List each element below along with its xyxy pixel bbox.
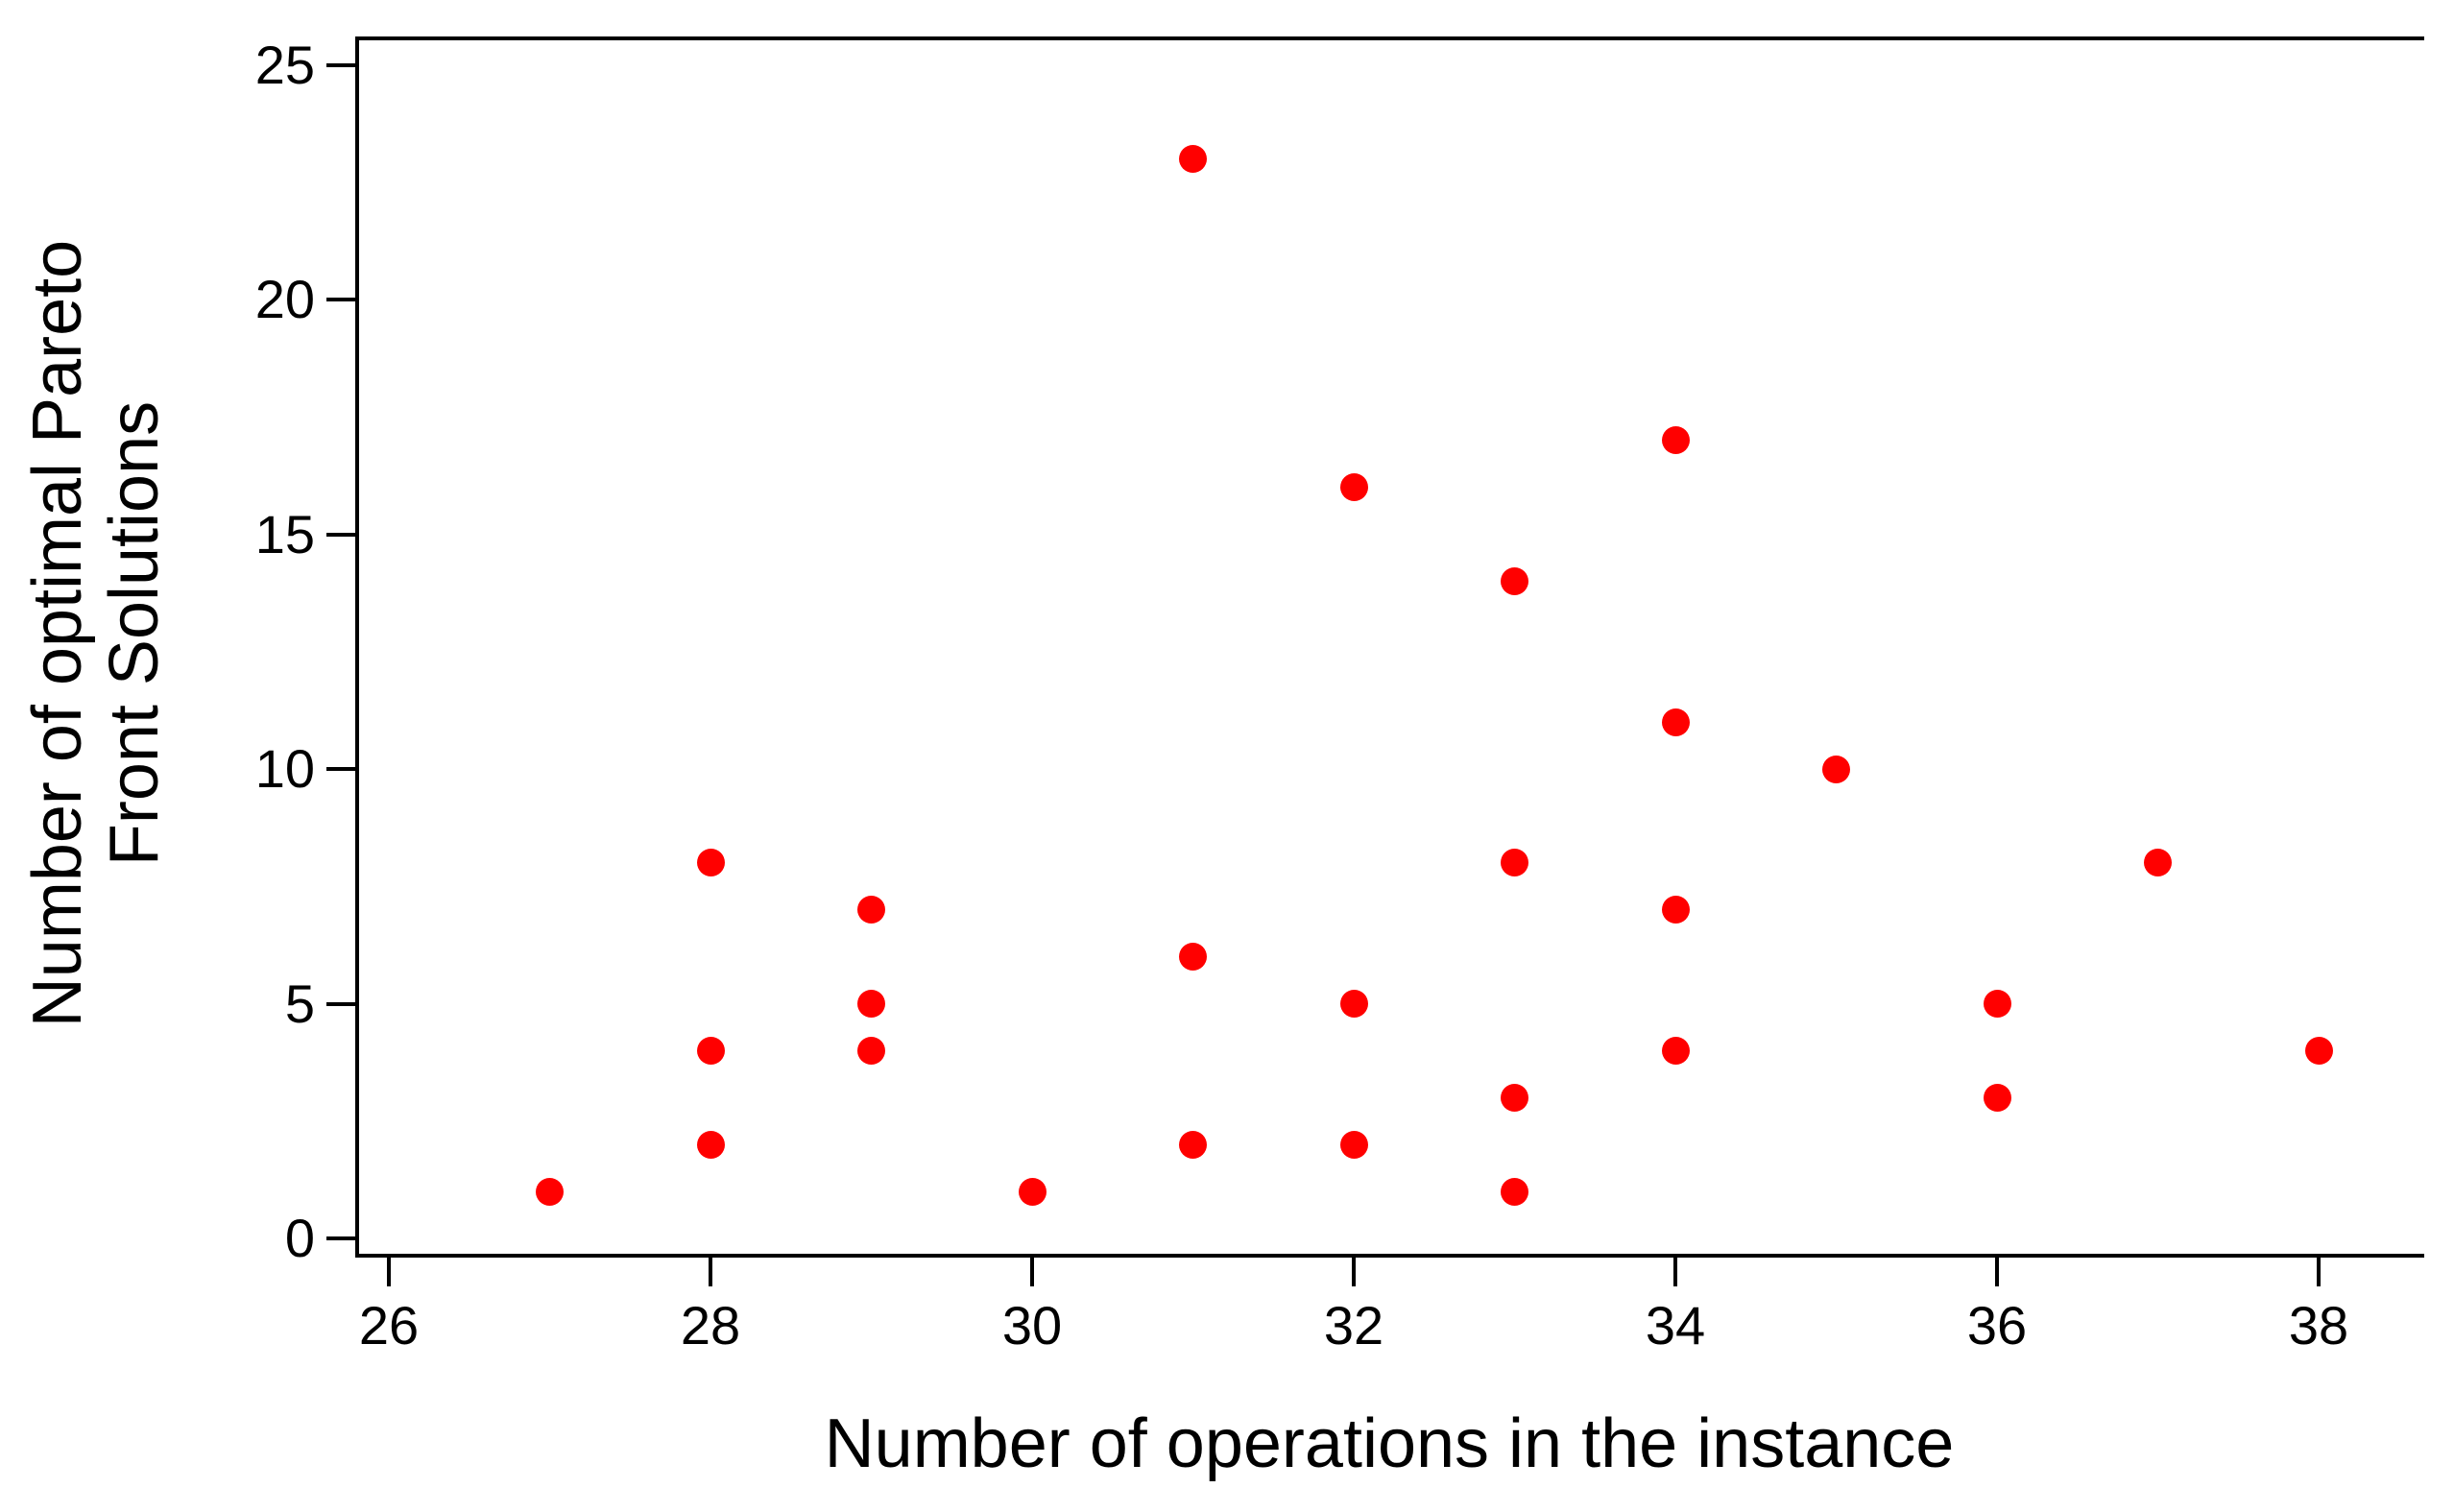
y-tick-label: 25: [254, 34, 315, 95]
data-point: [1179, 943, 1207, 972]
y-axis-title: Number of optimal Pareto Front Solutions: [19, 240, 173, 1027]
x-tick-mark: [1030, 1258, 1034, 1286]
data-point: [1179, 1130, 1207, 1159]
x-tick-mark: [387, 1258, 391, 1286]
data-point: [1339, 473, 1368, 502]
plot-area: [355, 36, 2424, 1258]
y-tick-label: 0: [284, 1208, 315, 1268]
data-point: [1661, 426, 1690, 455]
y-axis-title-line-1: Number of optimal Pareto: [19, 239, 96, 1028]
y-tick-label: 5: [284, 972, 315, 1034]
y-tick-label: 10: [254, 738, 315, 799]
data-point: [1179, 144, 1207, 173]
data-point: [2144, 849, 2172, 877]
data-point: [696, 1130, 725, 1159]
y-tick-mark: [326, 767, 355, 771]
data-point: [1339, 990, 1368, 1018]
x-axis-title: Number of operations in the instance: [824, 1405, 1955, 1482]
data-point: [1661, 708, 1690, 736]
x-tick-mark: [1673, 1258, 1677, 1286]
data-point: [857, 896, 885, 924]
y-tick-mark: [326, 1001, 355, 1006]
x-tick-mark: [1995, 1258, 1999, 1286]
data-point: [2304, 1036, 2333, 1065]
x-tick-label: 38: [2288, 1295, 2349, 1356]
x-tick-label: 28: [680, 1295, 741, 1356]
data-point: [1018, 1177, 1047, 1206]
x-tick-mark: [2317, 1258, 2321, 1286]
data-point: [1983, 990, 2011, 1018]
data-point: [1661, 896, 1690, 924]
y-tick-mark: [326, 62, 355, 67]
data-point: [536, 1177, 564, 1206]
data-point: [696, 849, 725, 877]
x-tick-mark: [709, 1258, 712, 1286]
data-point: [1661, 1036, 1690, 1065]
data-point: [1339, 1130, 1368, 1159]
x-tick-label: 26: [358, 1295, 420, 1356]
x-tick-label: 34: [1645, 1295, 1706, 1356]
x-tick-label: 30: [1001, 1295, 1063, 1356]
x-tick-label: 36: [1966, 1295, 2028, 1356]
data-point: [1983, 1083, 2011, 1112]
data-point: [1501, 1083, 1528, 1112]
data-point: [1501, 566, 1528, 595]
data-point: [696, 1036, 725, 1065]
data-point: [857, 990, 885, 1018]
y-tick-mark: [326, 532, 355, 537]
data-point: [1501, 849, 1528, 877]
x-tick-label: 32: [1323, 1295, 1384, 1356]
data-point: [1501, 1177, 1528, 1206]
x-tick-mark: [1352, 1258, 1356, 1286]
y-tick-mark: [326, 1236, 355, 1240]
y-tick-mark: [326, 298, 355, 301]
y-tick-label: 15: [254, 503, 315, 564]
data-point: [857, 1036, 885, 1065]
y-tick-label: 20: [254, 269, 315, 329]
y-axis-title-line-2: Front Solutions: [96, 400, 173, 867]
data-point: [1822, 755, 1850, 783]
